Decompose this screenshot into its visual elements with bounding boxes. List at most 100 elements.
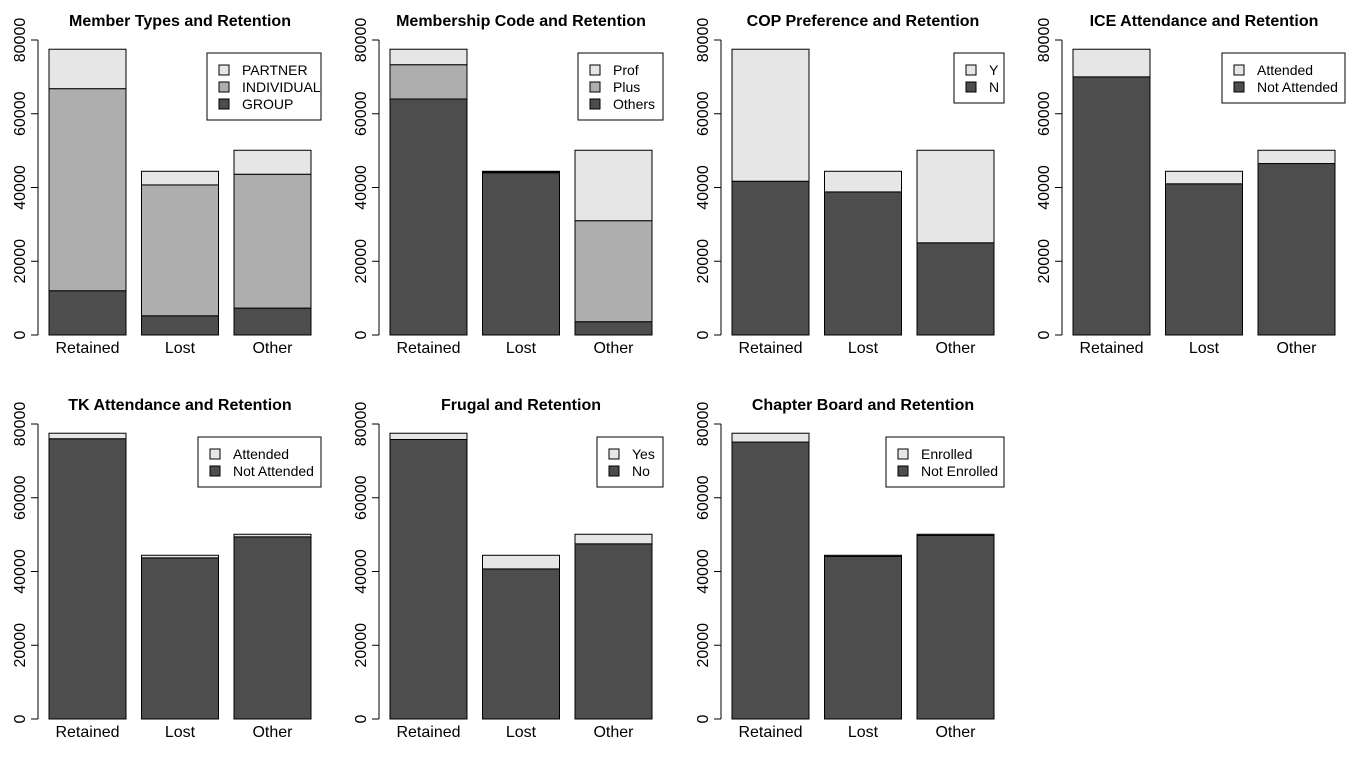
legend-swatch — [589, 81, 601, 93]
bar-segment — [233, 173, 312, 309]
bar-segment — [482, 172, 560, 336]
y-tick-label: 20000 — [1036, 239, 1053, 284]
legend-swatch — [1233, 81, 1245, 93]
chart-title: ICE Attendance and Retention — [1090, 13, 1319, 30]
y-tick-label: 60000 — [353, 475, 370, 520]
legend-label: Prof — [613, 62, 639, 78]
bar-segment — [824, 191, 902, 336]
bar-segment — [141, 554, 219, 559]
legend-label: Others — [613, 96, 655, 112]
chart-panel: TK Attendance and Retention 0 20000 40000 60… — [12, 397, 322, 741]
chart-title: Membership Code and Retention — [396, 13, 646, 30]
legend-label: No — [632, 463, 650, 479]
bar-segment — [482, 568, 560, 720]
bar-segment — [141, 557, 219, 720]
y-tick-label: 40000 — [12, 549, 29, 594]
bar-segment — [48, 88, 127, 292]
legend-swatch — [218, 81, 230, 93]
bar-segment — [233, 307, 312, 336]
bar-segment — [824, 554, 902, 557]
x-category-label: Retained — [1079, 340, 1143, 357]
bar-segment — [731, 441, 810, 720]
y-tick-label: 40000 — [353, 165, 370, 210]
x-category-label: Other — [252, 724, 293, 741]
legend-label: PARTNER — [242, 62, 308, 78]
bar-segment — [574, 220, 653, 323]
legend-swatch — [1233, 64, 1245, 76]
x-category-label: Other — [935, 340, 976, 357]
legend-swatch — [965, 64, 977, 76]
bar-segment — [916, 242, 995, 336]
bar-segment — [48, 290, 127, 336]
legend-label: Not Enrolled — [921, 463, 998, 479]
y-tick-label: 20000 — [353, 239, 370, 284]
bar-segment — [824, 170, 902, 193]
y-tick-label: 0 — [353, 714, 370, 723]
bar-segment — [574, 533, 653, 545]
y-tick-label: 60000 — [12, 91, 29, 136]
bar-segment — [916, 149, 995, 244]
chart-title: TK Attendance and Retention — [68, 397, 291, 414]
x-category-label: Retained — [396, 724, 460, 741]
bar-segment — [482, 554, 560, 570]
x-category-label: Retained — [738, 340, 802, 357]
chart-panel: Chapter Board and Retention 0 20000 40000 60… — [695, 397, 1005, 741]
x-category-label: Lost — [848, 340, 879, 357]
legend: YN — [953, 52, 1005, 104]
chart-panel: COP Preference and Retention 0 20000 40000 6… — [695, 13, 1005, 357]
x-category-label: Retained — [55, 340, 119, 357]
y-tick-label: 60000 — [353, 91, 370, 136]
legend-swatch — [608, 448, 620, 460]
bar-segment — [48, 48, 127, 90]
y-tick-label: 80000 — [12, 18, 29, 63]
y-tick-label: 40000 — [1036, 165, 1053, 210]
legend-swatch — [965, 81, 977, 93]
x-category-label: Other — [593, 340, 634, 357]
chart-title: COP Preference and Retention — [747, 13, 980, 30]
y-tick-label: 40000 — [695, 549, 712, 594]
chart-title: Member Types and Retention — [69, 13, 291, 30]
y-tick-label: 80000 — [12, 402, 29, 447]
legend-swatch — [209, 465, 221, 477]
legend-swatch — [608, 465, 620, 477]
bar-segment — [1072, 76, 1151, 336]
legend-swatch — [897, 465, 909, 477]
bar-segment — [574, 149, 653, 222]
legend-label: Enrolled — [921, 446, 972, 462]
bar-segment — [389, 98, 468, 336]
legend-swatch — [209, 448, 221, 460]
y-tick-label: 0 — [12, 714, 29, 723]
y-tick-label: 0 — [695, 714, 712, 723]
chart-panel: Frugal and Retention 0 20000 40000 60000 8000… — [353, 397, 664, 741]
legend-label: N — [989, 79, 999, 95]
bar-segment — [916, 534, 995, 720]
bar-segment — [1165, 170, 1243, 185]
legend-label: Y — [989, 62, 999, 78]
legend-swatch — [589, 98, 601, 110]
chart-panel: ICE Attendance and Retention 0 20000 40000 6… — [1036, 13, 1346, 357]
bar-segment — [1257, 163, 1336, 336]
x-category-label: Other — [1276, 340, 1317, 357]
bar-segment — [141, 315, 219, 336]
bar-segment — [574, 543, 653, 720]
y-tick-label: 60000 — [695, 91, 712, 136]
y-tick-label: 20000 — [12, 623, 29, 668]
y-tick-label: 80000 — [695, 18, 712, 63]
legend-label: INDIVIDUAL — [242, 79, 321, 95]
bar-segment — [233, 149, 312, 175]
bar-segment — [141, 184, 219, 317]
legend-box — [953, 52, 1005, 104]
bar-segment — [1257, 149, 1336, 165]
y-tick-label: 60000 — [695, 475, 712, 520]
x-category-label: Other — [935, 724, 976, 741]
legend-label: Attended — [233, 446, 289, 462]
x-category-label: Retained — [55, 724, 119, 741]
chart-panel: Membership Code and Retention 0 20000 40000… — [353, 13, 664, 357]
chart-panel: Member Types and Retention 0 20000 40000 600… — [12, 13, 322, 357]
bar-segment — [233, 536, 312, 720]
y-tick-label: 40000 — [695, 165, 712, 210]
